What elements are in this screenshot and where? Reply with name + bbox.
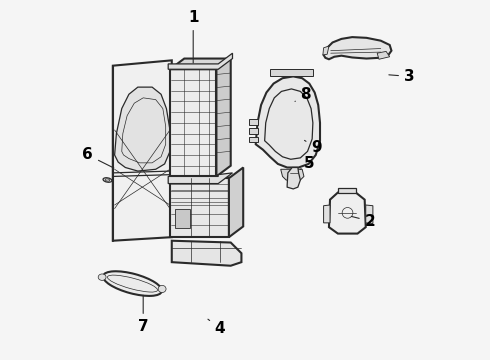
Text: 4: 4 (208, 319, 225, 336)
Polygon shape (170, 69, 217, 176)
Polygon shape (377, 51, 390, 59)
Ellipse shape (158, 285, 166, 293)
Polygon shape (329, 193, 366, 234)
Polygon shape (256, 76, 320, 167)
Polygon shape (229, 167, 243, 237)
Polygon shape (287, 167, 300, 189)
Polygon shape (170, 178, 229, 237)
Polygon shape (281, 169, 304, 181)
Text: 2: 2 (351, 213, 375, 229)
Polygon shape (366, 205, 373, 224)
Text: 9: 9 (304, 140, 322, 156)
Ellipse shape (103, 178, 112, 182)
Polygon shape (168, 173, 232, 184)
Polygon shape (170, 59, 231, 69)
Polygon shape (168, 53, 232, 69)
Polygon shape (323, 205, 330, 223)
Polygon shape (113, 60, 172, 241)
Polygon shape (270, 69, 313, 76)
Polygon shape (115, 87, 170, 171)
Ellipse shape (98, 274, 106, 280)
Text: 8: 8 (295, 87, 311, 102)
Text: 3: 3 (389, 69, 415, 84)
Text: 6: 6 (82, 148, 114, 168)
Polygon shape (323, 46, 329, 55)
Polygon shape (338, 188, 356, 193)
Polygon shape (248, 137, 258, 143)
Text: 1: 1 (188, 10, 198, 63)
Polygon shape (175, 208, 190, 228)
Text: 5: 5 (300, 157, 315, 171)
Polygon shape (248, 128, 258, 134)
Polygon shape (323, 37, 392, 59)
Text: 7: 7 (138, 295, 148, 334)
Polygon shape (217, 59, 231, 176)
Polygon shape (248, 119, 258, 125)
Polygon shape (172, 241, 242, 266)
Ellipse shape (103, 271, 162, 296)
